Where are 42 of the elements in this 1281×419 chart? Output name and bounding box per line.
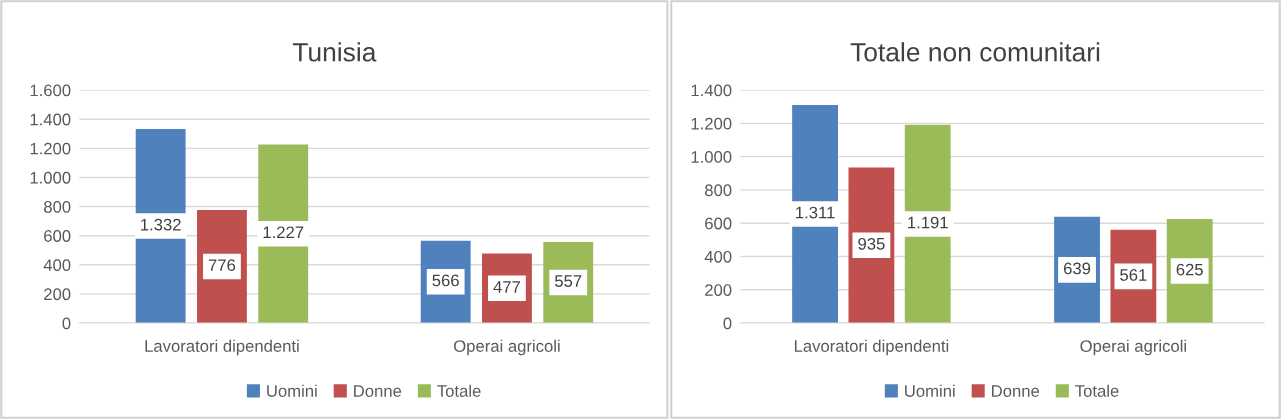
legend-label: Donne bbox=[992, 385, 1040, 397]
legend-label: Totale bbox=[1075, 384, 1119, 397]
data-label: 1.191 bbox=[908, 216, 948, 229]
y-tick-label: 400 bbox=[43, 259, 71, 272]
data-label: 566 bbox=[432, 274, 459, 287]
data-label: 625 bbox=[1176, 263, 1203, 276]
x-tick-label: Lavoratori dipendenti bbox=[145, 339, 299, 356]
legend-label: Donne bbox=[354, 385, 402, 397]
x-tick-label: Operai agricoli bbox=[454, 339, 560, 356]
data-label: 639 bbox=[1063, 262, 1091, 275]
y-tick-label: 600 bbox=[705, 217, 732, 230]
chart-title: Totale non comunitari bbox=[850, 42, 1100, 62]
data-label: 477 bbox=[493, 281, 521, 293]
bar bbox=[848, 167, 895, 324]
x-tick-label: Lavoratori dipendenti bbox=[794, 339, 949, 356]
chart-title: Tunisia bbox=[292, 42, 377, 62]
y-tick-label: 800 bbox=[705, 184, 732, 197]
data-label: 935 bbox=[858, 237, 885, 250]
y-tick-label: 1.000 bbox=[691, 151, 732, 163]
y-tick-label: 0 bbox=[62, 317, 71, 330]
data-label: 1.332 bbox=[141, 218, 181, 231]
legend-label: Uomini bbox=[905, 384, 955, 397]
legend-label: Totale bbox=[437, 384, 481, 397]
y-tick-label: 1.200 bbox=[691, 117, 732, 130]
y-tick-label: 1.400 bbox=[30, 113, 71, 126]
y-tick-label: 1.200 bbox=[30, 142, 71, 155]
y-tick-label: 200 bbox=[44, 288, 71, 301]
x-tick-label: Operai agricoli bbox=[1080, 339, 1186, 356]
y-tick-label: 1.400 bbox=[691, 84, 732, 97]
data-label: 561 bbox=[1120, 269, 1147, 281]
y-tick-label: 0 bbox=[723, 317, 732, 330]
y-tick-label: 400 bbox=[704, 250, 732, 263]
data-label: 776 bbox=[208, 259, 236, 272]
y-tick-label: 1.000 bbox=[30, 171, 71, 184]
y-tick-label: 1.600 bbox=[30, 84, 71, 97]
data-label: 557 bbox=[555, 275, 582, 287]
y-tick-label: 800 bbox=[44, 200, 71, 213]
y-tick-label: 600 bbox=[44, 230, 71, 242]
legend-label: Uomini bbox=[267, 384, 317, 397]
data-label: 1.227 bbox=[263, 226, 304, 239]
y-tick-label: 200 bbox=[705, 284, 732, 296]
data-label: 1.311 bbox=[796, 206, 835, 219]
